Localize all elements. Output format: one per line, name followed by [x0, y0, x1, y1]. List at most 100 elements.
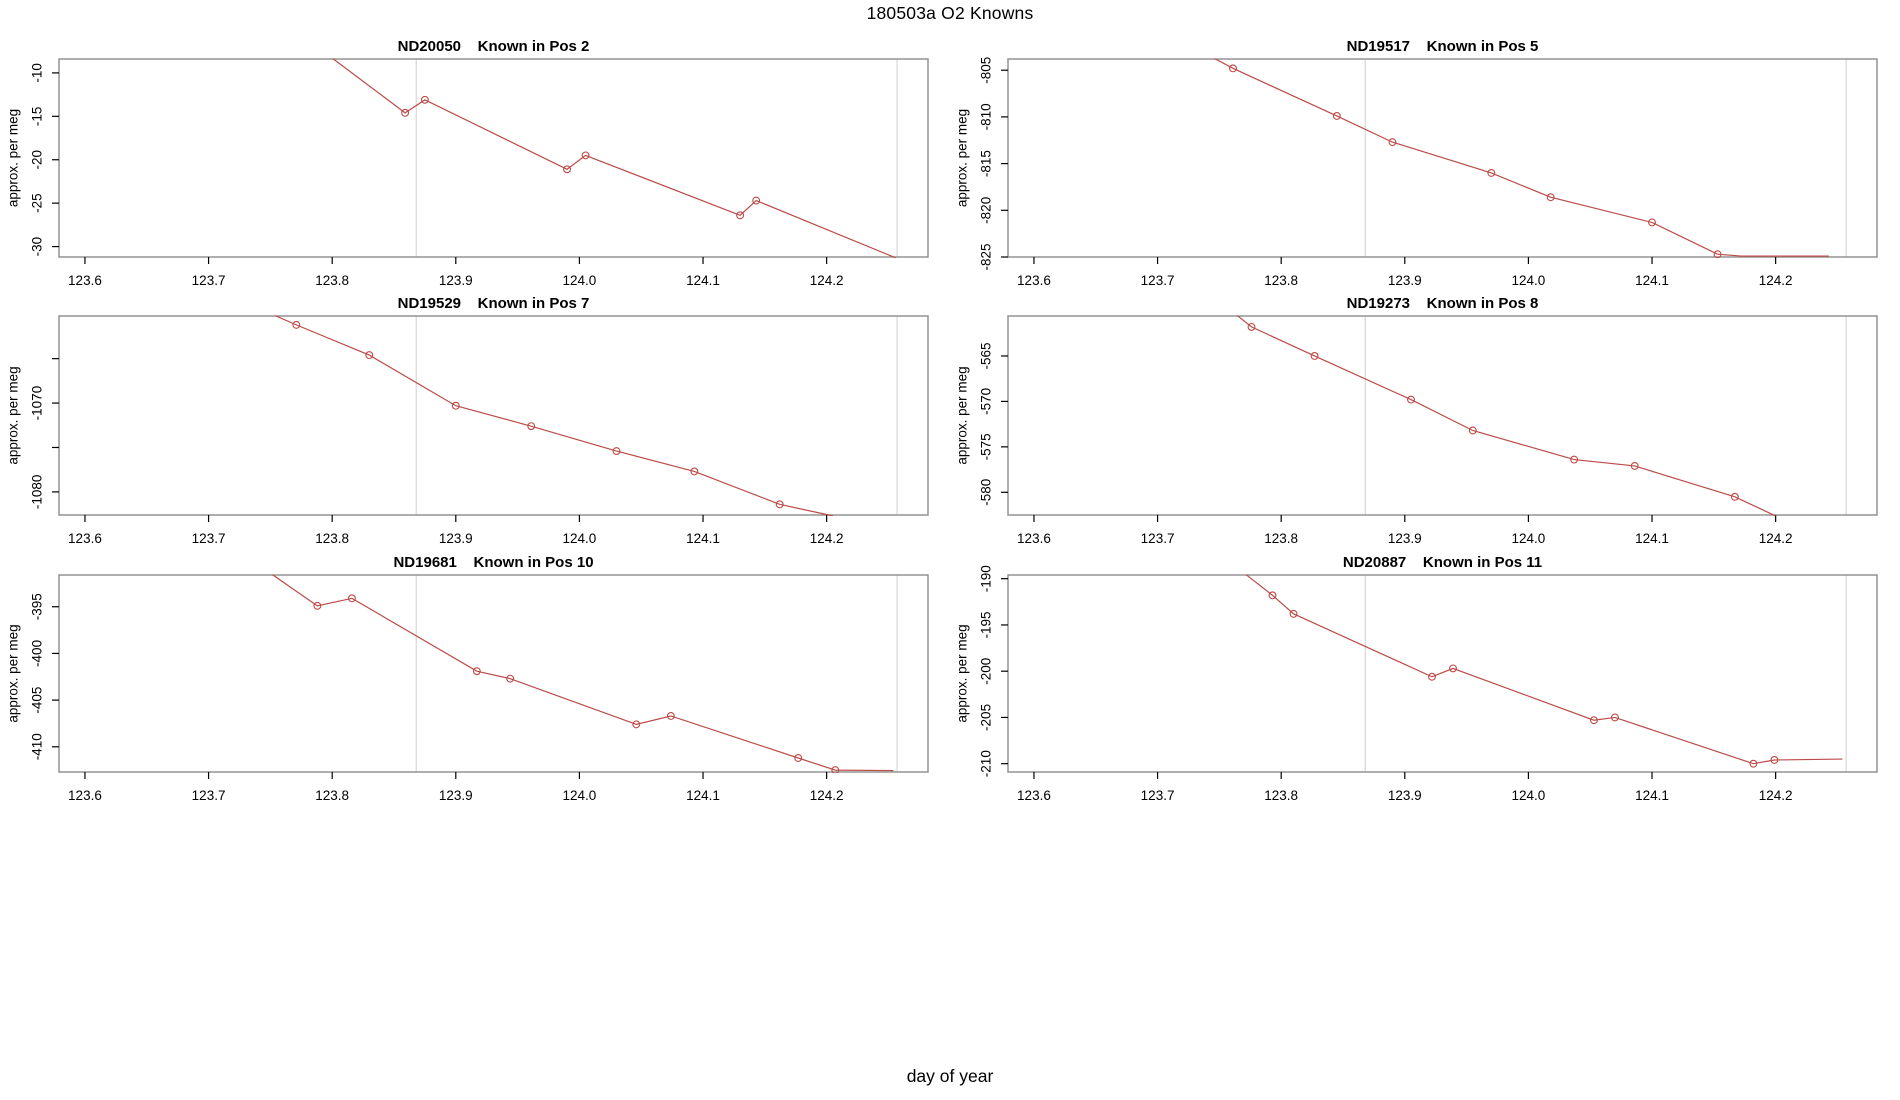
- x-tick-label: 123.6: [1017, 788, 1051, 803]
- x-tick-label: 123.9: [1388, 531, 1422, 546]
- subplot-title: ND19517 Known in Pos 5: [1347, 38, 1539, 55]
- data-point-marker: [1589, 716, 1598, 725]
- subplot-title: ND19273 Known in Pos 8: [1347, 295, 1539, 312]
- y-tick-label: -1070: [30, 386, 45, 421]
- y-axis-label: approx. per meg: [6, 624, 21, 722]
- x-tick-label: 123.6: [68, 273, 102, 288]
- x-tick-label: 124.0: [1512, 788, 1546, 803]
- x-tick-label: 124.2: [810, 531, 844, 546]
- data-point-marker: [1289, 609, 1298, 618]
- y-tick-label: -20: [30, 150, 45, 170]
- x-tick-label: 123.7: [1141, 788, 1175, 803]
- data-point-marker: [1770, 756, 1779, 764]
- data-point-marker: [1730, 492, 1739, 501]
- x-tick-label: 124.1: [1635, 788, 1669, 803]
- plot-box: [58, 58, 929, 258]
- x-tick-label: 123.7: [1141, 531, 1175, 546]
- data-point-marker: [401, 108, 410, 117]
- y-tick-label: -190: [979, 565, 994, 592]
- x-tick-label: 124.0: [1512, 273, 1546, 288]
- x-tick-label: 123.9: [439, 788, 473, 803]
- x-tick-label: 123.8: [315, 531, 349, 546]
- subplot-ND19529: 123.6 123.7 123.8 123.9 124.0 124.1 124.2 -1070…: [6, 295, 929, 546]
- x-tick-label: 124.1: [1635, 273, 1669, 288]
- data-point-marker: [1247, 322, 1256, 331]
- y-axis-label: approx. per meg: [955, 109, 970, 207]
- plot-box: [1007, 58, 1878, 258]
- plot-box: [1007, 574, 1878, 773]
- data-point-marker: [1546, 193, 1555, 202]
- data-point-marker: [1428, 672, 1436, 681]
- y-tick-label: -815: [979, 150, 994, 177]
- data-point-marker: [690, 467, 699, 476]
- data-point-marker: [292, 320, 301, 329]
- subplot-ND19273: 123.6 123.7 123.8 123.9 124.0 124.1 124.2 -565 -…: [955, 295, 1878, 546]
- x-tick-label: 124.1: [686, 788, 720, 803]
- data-point-marker: [1268, 591, 1277, 600]
- data-line: [271, 574, 894, 772]
- data-point-marker: [313, 601, 322, 610]
- data-point-marker: [831, 766, 840, 774]
- x-tick-label: 123.7: [192, 273, 226, 288]
- x-tick-label: 124.1: [1635, 531, 1669, 546]
- y-tick-label: -15: [30, 107, 45, 127]
- data-point-marker: [794, 754, 803, 762]
- x-tick-label: 124.0: [563, 788, 597, 803]
- data-line: [1236, 315, 1776, 517]
- plot-box: [58, 574, 929, 773]
- y-axis-label: approx. per meg: [955, 624, 970, 722]
- data-point-marker: [775, 500, 784, 509]
- y-tick-label: -200: [979, 658, 994, 685]
- subplot-title: ND20050 Known in Pos 2: [398, 38, 590, 55]
- data-point-marker: [365, 351, 374, 360]
- x-tick-label: 124.1: [686, 531, 720, 546]
- data-line: [1213, 58, 1829, 257]
- data-point-marker: [1449, 664, 1457, 673]
- data-point-marker: [1648, 218, 1656, 227]
- y-tick-label: -570: [979, 388, 994, 415]
- data-line: [273, 315, 833, 517]
- y-tick-label: -805: [979, 57, 994, 84]
- data-point-marker: [736, 211, 745, 220]
- data-point-marker: [348, 594, 356, 603]
- subplot-ND19681: 123.6 123.7 123.8 123.9 124.0 124.1 124.2 -395 -…: [6, 554, 929, 803]
- y-tick-label: -825: [979, 243, 994, 270]
- y-axis-label: approx. per meg: [6, 109, 21, 207]
- subplot-ND20050: 123.6 123.7 123.8 123.9 124.0 124.1 124.2 -10 -1…: [6, 38, 929, 288]
- data-point-marker: [506, 674, 515, 683]
- x-tick-label: 123.8: [315, 788, 349, 803]
- x-tick-label: 123.7: [1141, 273, 1175, 288]
- y-tick-label: -410: [30, 733, 45, 760]
- y-tick-label: -405: [30, 687, 45, 714]
- subplot-title: ND19529 Known in Pos 7: [398, 295, 590, 312]
- x-tick-label: 123.8: [1264, 788, 1298, 803]
- x-tick-label: 123.9: [439, 273, 473, 288]
- data-line: [1244, 574, 1843, 765]
- data-point-marker: [752, 196, 761, 205]
- data-point-marker: [1407, 395, 1415, 404]
- data-point-marker: [472, 667, 481, 676]
- y-tick-label: -10: [30, 63, 45, 83]
- x-tick-label: 123.8: [1264, 273, 1298, 288]
- plot-box: [58, 315, 929, 516]
- x-tick-label: 123.7: [192, 531, 226, 546]
- plot-box: [1007, 315, 1878, 516]
- data-point-marker: [1229, 64, 1237, 73]
- y-tick-label: -810: [979, 103, 994, 130]
- y-tick-label: -395: [30, 593, 45, 620]
- y-tick-label: -565: [979, 342, 994, 369]
- data-point-marker: [451, 401, 460, 410]
- x-tick-label: 123.6: [1017, 531, 1051, 546]
- x-tick-label: 123.6: [68, 788, 102, 803]
- figure-title: 180503a O2 Knowns: [866, 3, 1034, 23]
- x-tick-label: 124.0: [563, 273, 597, 288]
- x-tick-label: 123.6: [1017, 273, 1051, 288]
- data-point-marker: [1332, 112, 1341, 120]
- x-tick-label: 124.0: [563, 531, 597, 546]
- data-point-marker: [527, 422, 536, 431]
- x-tick-label: 124.2: [810, 788, 844, 803]
- y-tick-label: -575: [979, 433, 994, 460]
- y-axis-label: approx. per meg: [6, 366, 21, 464]
- data-point-marker: [420, 95, 429, 104]
